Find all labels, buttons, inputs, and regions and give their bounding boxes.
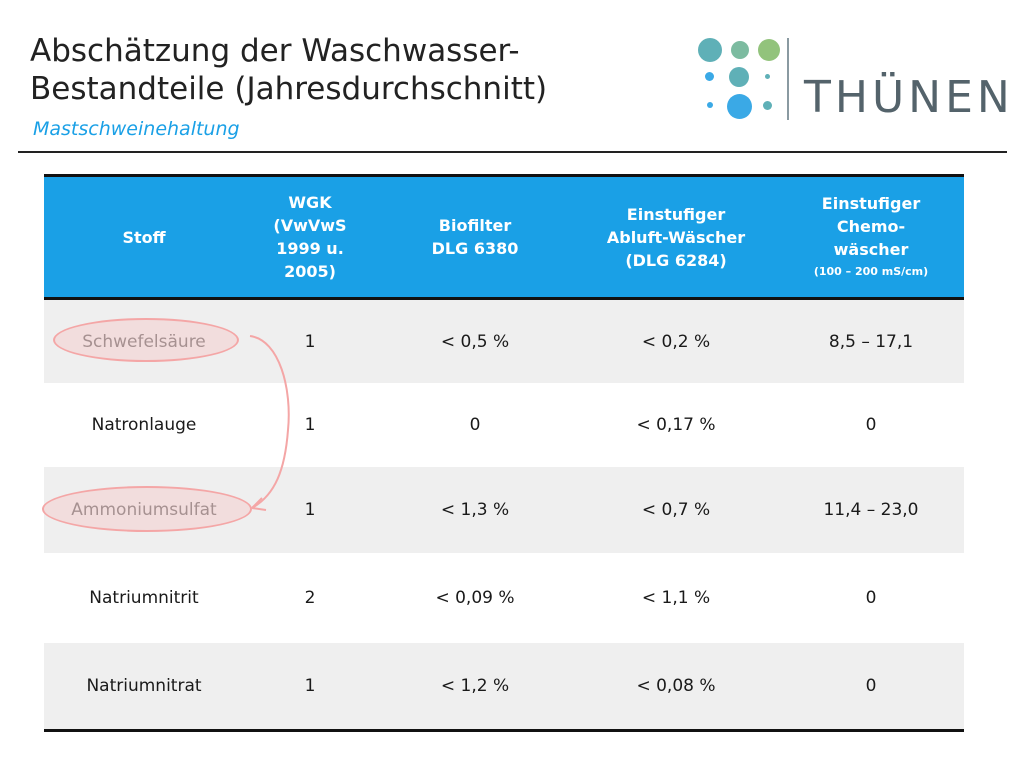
cell-chemo: 0 — [778, 553, 964, 643]
header-wgk: WGK (VwVwS 1999 u. 2005) — [244, 174, 376, 300]
header-note: (100 – 200 mS/cm) — [813, 264, 929, 278]
header-line: (VwVwS — [273, 216, 347, 235]
logo-dot-icon — [729, 67, 749, 87]
highlight-circle-schwefelsaeure — [53, 318, 239, 362]
cell-abluft: < 0,08 % — [574, 643, 778, 732]
header-line: DLG 6380 — [431, 239, 519, 258]
header-abluft-waescher: Einstufiger Abluft-Wäscher (DLG 6284) — [574, 174, 778, 300]
title-line-2: Bestandteile (Jahresdurchschnitt) — [30, 71, 548, 107]
cell-biofilter: 0 — [376, 383, 574, 467]
thuenen-logo: THÜNEN — [694, 36, 1010, 124]
cell-stoff: Natriumnitrit — [44, 553, 244, 643]
cell-chemo: 0 — [778, 383, 964, 467]
cell-stoff: Natronlauge — [44, 383, 244, 467]
logo-dot-icon — [707, 102, 713, 108]
logo-divider — [787, 38, 789, 120]
header-line: 1999 u. — [276, 239, 344, 258]
cell-biofilter: < 0,5 % — [376, 298, 574, 383]
header-chemo-waescher: Einstufiger Chemo- wäscher (100 – 200 mS… — [778, 174, 964, 300]
logo-dot-icon — [727, 94, 752, 119]
header-line: Einstufiger — [626, 204, 726, 224]
logo-dot-icon — [705, 72, 714, 81]
cell-biofilter: < 0,09 % — [376, 553, 574, 643]
cell-chemo: 0 — [778, 643, 964, 732]
header-line: Chemo- — [836, 216, 906, 236]
header-line: 2005) — [284, 262, 336, 281]
logo-dot-icon — [698, 38, 722, 62]
cell-chemo: 11,4 – 23,0 — [778, 467, 964, 553]
logo-dot-icon — [763, 101, 772, 110]
cell-abluft: < 0,7 % — [574, 467, 778, 553]
cell-abluft: < 1,1 % — [574, 553, 778, 643]
header-stoff: Stoff — [44, 174, 244, 300]
header-line: Stoff — [122, 227, 166, 247]
table-header-row: Stoff WGK (VwVwS 1999 u. 2005) Biofilter… — [44, 174, 964, 300]
curved-arrow-icon — [249, 335, 290, 511]
table-row: Natriumnitrat 1 < 1,2 % < 0,08 % 0 — [44, 643, 964, 732]
cell-biofilter: < 1,3 % — [376, 467, 574, 553]
cell-abluft: < 0,2 % — [574, 298, 778, 383]
cell-wgk: 2 — [244, 553, 376, 643]
waschwasser-table: Stoff WGK (VwVwS 1999 u. 2005) Biofilter… — [44, 174, 964, 732]
logo-wordmark: THÜNEN — [804, 72, 1014, 123]
header-line: wäscher — [833, 239, 909, 259]
logo-dot-icon — [731, 41, 749, 59]
cell-stoff: Natriumnitrat — [44, 643, 244, 732]
cell-abluft: < 0,17 % — [574, 383, 778, 467]
cell-wgk: 1 — [244, 643, 376, 732]
slide-title: Abschätzung der Waschwasser- Bestandteil… — [30, 32, 547, 108]
header-line: Abluft-Wäscher — [606, 227, 746, 247]
slide-subtitle: Mastschweinehaltung — [33, 118, 240, 140]
table-row: Schwefelsäure 1 < 0,5 % < 0,2 % 8,5 – 17… — [44, 298, 964, 383]
cell-wgk: 1 — [244, 383, 376, 467]
table-row: Natronlauge 1 0 < 0,17 % 0 — [44, 383, 964, 467]
logo-dot-icon — [758, 39, 780, 61]
cell-chemo: 8,5 – 17,1 — [778, 298, 964, 383]
cell-wgk: 1 — [244, 298, 376, 383]
title-line-1: Abschätzung der Waschwasser- — [30, 33, 520, 69]
logo-dot-icon — [765, 74, 770, 79]
cell-biofilter: < 1,2 % — [376, 643, 574, 732]
header-line: Biofilter — [438, 216, 512, 235]
header-line: (DLG 6284) — [625, 250, 727, 270]
header-line: WGK — [288, 193, 332, 212]
title-divider — [18, 151, 1007, 153]
table-row: Natriumnitrit 2 < 0,09 % < 1,1 % 0 — [44, 553, 964, 643]
header-line: Einstufiger — [821, 193, 921, 213]
header-biofilter: Biofilter DLG 6380 — [376, 174, 574, 300]
highlight-circle-ammoniumsulfat — [42, 486, 252, 532]
